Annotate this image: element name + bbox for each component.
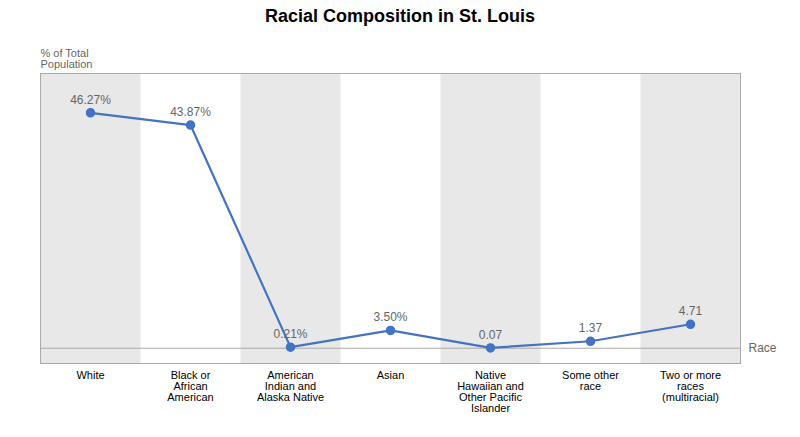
svg-text:White: White bbox=[76, 369, 104, 381]
svg-text:3.50%: 3.50% bbox=[373, 310, 407, 324]
svg-text:0.07: 0.07 bbox=[479, 328, 503, 342]
html-text:Racial Composition in St. Loui: Racial Composition in St. Louis bbox=[265, 6, 535, 26]
svg-text:Race: Race bbox=[749, 341, 777, 355]
svg-text:43.87%: 43.87% bbox=[170, 105, 211, 119]
svg-text:Two or moreraces(multiracial): Two or moreraces(multiracial) bbox=[660, 369, 721, 403]
svg-text:Black orAfricanAmerican: Black orAfricanAmerican bbox=[167, 369, 213, 403]
svg-text:4.71: 4.71 bbox=[679, 304, 703, 318]
svg-text:46.27%: 46.27% bbox=[70, 93, 111, 107]
svg-text:AmericanIndian andAlaska Nativ: AmericanIndian andAlaska Native bbox=[257, 369, 324, 403]
svg-text:NativeHawaiian andOther Pacifi: NativeHawaiian andOther PacificIslander bbox=[457, 369, 524, 414]
svg-text:% of TotalPopulation: % of TotalPopulation bbox=[41, 47, 93, 70]
svg-text:Some otherrace: Some otherrace bbox=[562, 369, 619, 392]
svg-text:1.37: 1.37 bbox=[579, 321, 603, 335]
svg-text:0.21%: 0.21% bbox=[273, 327, 307, 341]
svg-text:Asian: Asian bbox=[377, 369, 405, 381]
